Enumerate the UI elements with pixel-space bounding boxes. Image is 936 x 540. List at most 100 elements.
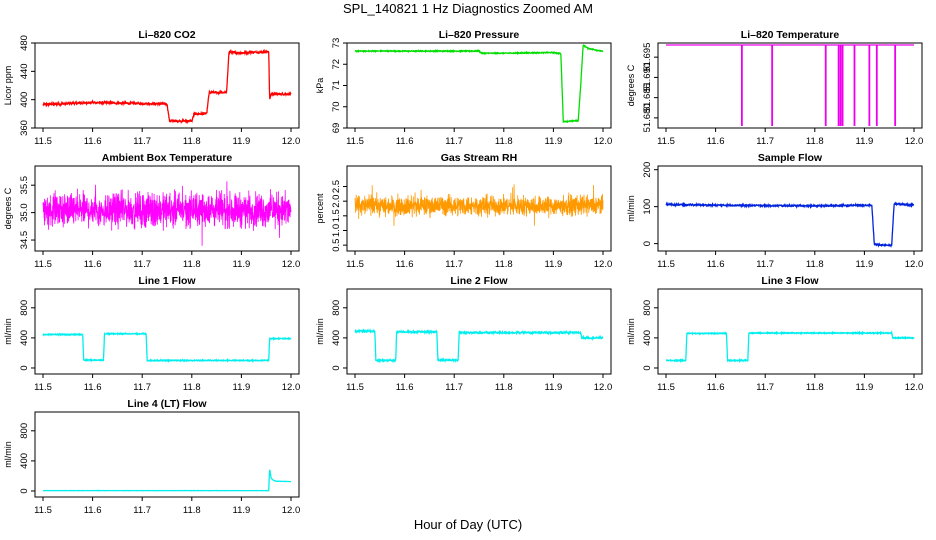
x-tick-label: 11.7	[445, 382, 463, 393]
y-tick-label: 1.0	[331, 224, 342, 237]
series-line	[665, 201, 915, 248]
x-tick-label: 11.7	[133, 382, 151, 393]
x-tick-label: 11.6	[84, 136, 102, 147]
x-tick-label: 11.8	[495, 382, 513, 393]
x-tick-label: 12.0	[282, 259, 301, 270]
y-axis-label: Licor ppm	[3, 66, 13, 106]
series-line	[42, 181, 292, 246]
panel-title: Sample Flow	[758, 152, 823, 164]
y-tick-label: 800	[19, 300, 30, 316]
y-tick-label: 0	[331, 365, 342, 370]
panel-1: Li–820 Pressure kPa 11.5 11.6 11.7 11.8 11.9 12…	[315, 29, 612, 147]
plot-frame	[346, 288, 612, 375]
panel-title: Ambient Box Temperature	[102, 152, 233, 164]
y-tick-label: 73	[331, 38, 342, 49]
panel-3: Ambient Box Temperature degrees C 11.5 11.6…	[3, 152, 300, 270]
panel-title: Gas Stream RH	[441, 152, 517, 164]
x-tick-label: 11.6	[84, 505, 102, 516]
plot-frame	[34, 165, 300, 252]
x-tick-label: 11.8	[183, 382, 201, 393]
x-tick-label: 11.9	[233, 382, 251, 393]
x-tick-label: 11.5	[34, 259, 52, 270]
y-axis-label: ml/min	[3, 318, 13, 345]
plot-frame	[346, 42, 612, 129]
x-tick-label: 11.5	[34, 136, 52, 147]
x-tick-label: 11.9	[545, 136, 563, 147]
series-line	[354, 184, 604, 226]
x-tick-label: 12.0	[282, 382, 301, 393]
x-tick-label: 11.5	[346, 382, 364, 393]
panel-4: Gas Stream RH percent 11.5 11.6 11.7 11.8 11.9…	[315, 152, 612, 270]
y-tick-label: 51.690	[642, 63, 653, 92]
y-tick-label: 480	[19, 35, 30, 51]
series-line	[42, 331, 292, 364]
y-axis-label: percent	[315, 193, 325, 224]
series-line	[665, 330, 915, 364]
y-tick-label: 2.0	[331, 195, 342, 208]
y-tick-label: 200	[642, 162, 653, 178]
x-tick-label: 11.7	[133, 136, 151, 147]
y-tick-label: 400	[19, 92, 30, 108]
x-tick-label: 11.6	[707, 136, 725, 147]
plot-frame	[657, 165, 923, 252]
y-axis-label: degrees C	[3, 187, 13, 229]
x-tick-label: 11.9	[856, 136, 874, 147]
series-line	[42, 48, 292, 125]
x-tick-label: 12.0	[594, 136, 613, 147]
plot-frame	[34, 411, 300, 498]
x-tick-label: 11.9	[233, 505, 251, 516]
y-tick-label: 800	[331, 300, 342, 316]
y-tick-label: 800	[642, 300, 653, 316]
y-tick-label: 51.695	[642, 43, 653, 72]
panel-6: Line 1 Flow ml/min 11.5 11.6 11.7 11.8 11.9 12.…	[3, 275, 300, 393]
y-tick-label: 360	[19, 120, 30, 136]
x-tick-label: 11.9	[233, 259, 251, 270]
x-tick-label: 11.9	[856, 259, 874, 270]
panel-title: Line 2 Flow	[450, 275, 508, 287]
plot-frame	[657, 288, 923, 375]
y-axis-label: ml/min	[626, 318, 636, 345]
x-tick-label: 11.8	[183, 136, 201, 147]
y-tick-label: 51.685	[642, 83, 653, 112]
panel-title: Li–820 Pressure	[439, 29, 520, 41]
x-tick-label: 11.8	[806, 382, 824, 393]
x-tick-label: 11.6	[707, 259, 725, 270]
x-tick-label: 11.8	[183, 259, 201, 270]
y-tick-label: 69	[331, 123, 342, 134]
y-tick-label: 800	[19, 423, 30, 439]
y-axis-label: ml/min	[315, 318, 325, 345]
y-axis-label: kPa	[315, 78, 325, 94]
y-axis-label: degrees C	[626, 64, 636, 106]
panel-title: Line 3 Flow	[761, 275, 819, 287]
y-tick-label: 0	[19, 488, 30, 493]
y-axis-label: ml/min	[3, 441, 13, 468]
plot-frame	[346, 165, 612, 252]
x-tick-label: 11.6	[707, 382, 725, 393]
x-tick-label: 12.0	[282, 505, 301, 516]
x-tick-label: 11.7	[445, 136, 463, 147]
series-line	[354, 328, 604, 364]
y-tick-label: 72	[331, 59, 342, 70]
x-tick-label: 11.6	[396, 382, 414, 393]
x-tick-label: 11.9	[856, 382, 874, 393]
x-tick-label: 11.6	[396, 136, 414, 147]
x-tick-label: 11.7	[445, 259, 463, 270]
y-tick-label: 70	[331, 101, 342, 112]
panel-8: Line 3 Flow ml/min 11.5 11.6 11.7 11.8 11.9 12.…	[626, 275, 923, 393]
y-tick-label: 0.5	[331, 239, 342, 252]
x-tick-label: 11.7	[756, 259, 774, 270]
x-tick-label: 11.5	[346, 259, 364, 270]
x-tick-label: 11.6	[396, 259, 414, 270]
x-tick-label: 11.9	[545, 382, 563, 393]
x-tick-label: 11.7	[133, 259, 151, 270]
x-tick-label: 11.7	[756, 382, 774, 393]
x-tick-label: 11.7	[756, 136, 774, 147]
y-tick-label: 400	[331, 330, 342, 346]
x-tick-label: 12.0	[905, 136, 924, 147]
x-tick-label: 12.0	[905, 259, 924, 270]
y-tick-label: 100	[642, 199, 653, 215]
y-tick-label: 51.680	[642, 103, 653, 132]
plot-frame	[657, 42, 923, 129]
x-tick-label: 11.8	[806, 136, 824, 147]
y-tick-label: 1.5	[331, 209, 342, 222]
